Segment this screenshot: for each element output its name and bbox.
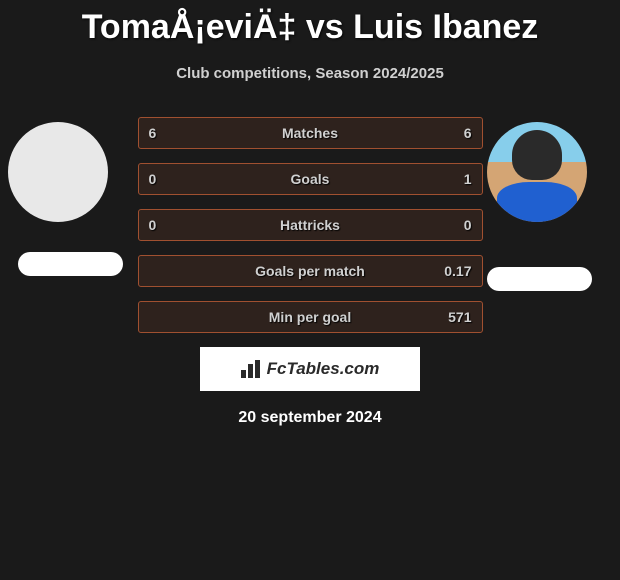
stat-label: Goals per match [255, 263, 365, 279]
player-left-column [8, 122, 123, 276]
stat-label: Min per goal [269, 309, 351, 325]
source-logo: FcTables.com [200, 347, 420, 391]
stat-row-goals: 0 Goals 1 [138, 163, 483, 195]
comparison-area: 6 Matches 6 0 Goals 1 0 Hattricks 0 Goal… [0, 112, 620, 333]
player-right-avatar [487, 122, 587, 222]
player-left-avatar [8, 122, 108, 222]
stat-right-value: 1 [464, 171, 472, 187]
stat-label: Hattricks [280, 217, 340, 233]
stat-left-value: 0 [149, 217, 157, 233]
chart-icon [241, 360, 263, 378]
player-left-name-pill [18, 252, 123, 276]
stat-right-value: 0.17 [444, 263, 471, 279]
comparison-subtitle: Club competitions, Season 2024/2025 [0, 65, 620, 82]
stat-left-value: 6 [149, 125, 157, 141]
stat-left-value: 0 [149, 171, 157, 187]
stat-label: Matches [282, 125, 338, 141]
stat-row-goals-per-match: Goals per match 0.17 [138, 255, 483, 287]
stat-row-hattricks: 0 Hattricks 0 [138, 209, 483, 241]
stat-right-value: 571 [448, 309, 471, 325]
logo-text: FcTables.com [267, 359, 380, 379]
stat-right-value: 6 [464, 125, 472, 141]
stat-row-matches: 6 Matches 6 [138, 117, 483, 149]
player-right-name-pill [487, 267, 592, 291]
stat-label: Goals [291, 171, 330, 187]
date-label: 20 september 2024 [0, 409, 620, 427]
stat-right-value: 0 [464, 217, 472, 233]
player-right-column [487, 122, 592, 291]
comparison-title: TomaÅ¡eviÄ‡ vs Luis Ibanez [0, 0, 620, 47]
stat-row-min-per-goal: Min per goal 571 [138, 301, 483, 333]
stats-container: 6 Matches 6 0 Goals 1 0 Hattricks 0 Goal… [138, 112, 483, 333]
